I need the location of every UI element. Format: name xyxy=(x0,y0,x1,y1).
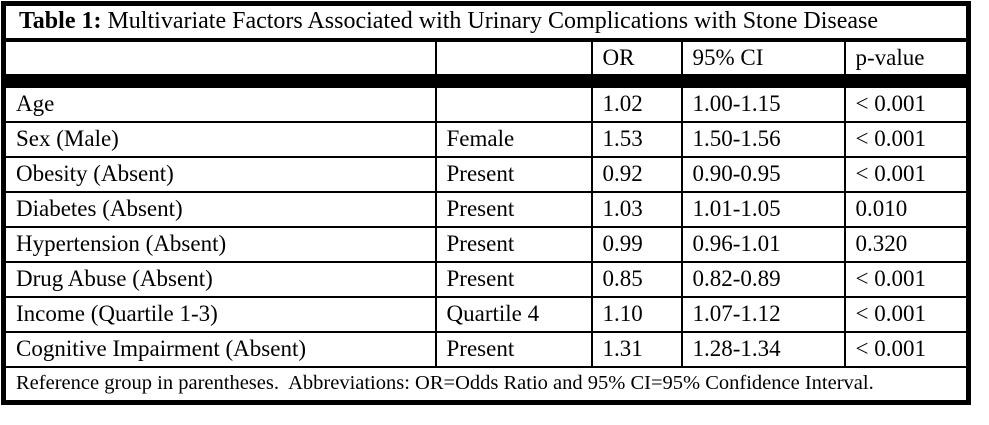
multivariate-factors-table: Table 1: Multivariate Factors Associated… xyxy=(1,1,971,405)
or-cell: 1.31 xyxy=(590,331,683,368)
reference-cell: Quartile 4 xyxy=(434,296,593,333)
or-cell: 1.03 xyxy=(590,191,683,228)
factor-cell: Age xyxy=(2,86,437,123)
p-value-cell: < 0.001 xyxy=(843,121,970,158)
p-value-cell: < 0.001 xyxy=(843,331,970,368)
table-row: Hypertension (Absent) Present 0.99 0.96-… xyxy=(2,226,970,263)
or-cell: 0.92 xyxy=(590,156,683,193)
p-value-cell: < 0.001 xyxy=(843,86,970,123)
table-title: Table 1: Multivariate Factors Associated… xyxy=(3,3,969,42)
table-row: Cognitive Impairment (Absent) Present 1.… xyxy=(2,331,970,368)
header-factor xyxy=(2,39,437,76)
ci-cell: 1.01-1.05 xyxy=(680,191,846,228)
reference-cell xyxy=(434,86,593,123)
ci-cell: 1.28-1.34 xyxy=(680,331,846,368)
table-row: Age 1.02 1.00-1.15 < 0.001 xyxy=(2,86,970,123)
table-row: Obesity (Absent) Present 0.92 0.90-0.95 … xyxy=(2,156,970,193)
factor-cell: Drug Abuse (Absent) xyxy=(2,261,437,298)
ci-cell: 1.07-1.12 xyxy=(680,296,846,333)
header-p-value: p-value xyxy=(843,39,970,76)
ci-cell: 0.96-1.01 xyxy=(680,226,846,263)
factor-cell: Sex (Male) xyxy=(2,121,437,158)
table-title-label: Table 1: xyxy=(19,8,102,35)
reference-cell: Present xyxy=(434,226,593,263)
table-row: Drug Abuse (Absent) Present 0.85 0.82-0.… xyxy=(2,261,970,298)
table-title-text: Multivariate Factors Associated with Uri… xyxy=(107,8,878,35)
separator-band-cell xyxy=(3,75,969,87)
ci-cell: 0.82-0.89 xyxy=(680,261,846,298)
p-value-cell: < 0.001 xyxy=(843,261,970,298)
table-footnote-row: Reference group in parentheses. Abbrevia… xyxy=(4,367,969,403)
or-cell: 1.02 xyxy=(590,86,683,123)
factor-cell: Diabetes (Absent) xyxy=(2,191,437,228)
or-cell: 0.85 xyxy=(590,261,683,298)
p-value-cell: < 0.001 xyxy=(843,156,970,193)
reference-cell: Female xyxy=(434,121,593,158)
or-cell: 1.53 xyxy=(590,121,683,158)
header-separator-band xyxy=(3,75,969,87)
p-value-cell: 0.010 xyxy=(843,191,970,228)
table-row: Income (Quartile 1-3) Quartile 4 1.10 1.… xyxy=(2,296,970,333)
table-footnote: Reference group in parentheses. Abbrevia… xyxy=(16,372,874,395)
header-reference xyxy=(434,39,593,76)
table-header-row: OR 95% CI p-value xyxy=(2,39,970,76)
header-or: OR xyxy=(590,39,683,76)
table-title-row: Table 1: Multivariate Factors Associated… xyxy=(3,3,969,42)
factor-cell: Hypertension (Absent) xyxy=(2,226,437,263)
or-cell: 1.10 xyxy=(590,296,683,333)
reference-cell: Present xyxy=(434,191,593,228)
p-value-cell: 0.320 xyxy=(843,226,970,263)
table-row: Diabetes (Absent) Present 1.03 1.01-1.05… xyxy=(2,191,970,228)
table-row: Sex (Male) Female 1.53 1.50-1.56 < 0.001 xyxy=(2,121,970,158)
reference-cell: Present xyxy=(434,156,593,193)
header-ci: 95% CI xyxy=(680,39,846,76)
reference-cell: Present xyxy=(434,331,593,368)
factor-cell: Income (Quartile 1-3) xyxy=(2,296,437,333)
ci-cell: 0.90-0.95 xyxy=(680,156,846,193)
factor-cell: Cognitive Impairment (Absent) xyxy=(2,331,437,368)
or-cell: 0.99 xyxy=(590,226,683,263)
reference-cell: Present xyxy=(434,261,593,298)
ci-cell: 1.00-1.15 xyxy=(680,86,846,123)
factor-cell: Obesity (Absent) xyxy=(2,156,437,193)
p-value-cell: < 0.001 xyxy=(843,296,970,333)
ci-cell: 1.50-1.56 xyxy=(680,121,846,158)
